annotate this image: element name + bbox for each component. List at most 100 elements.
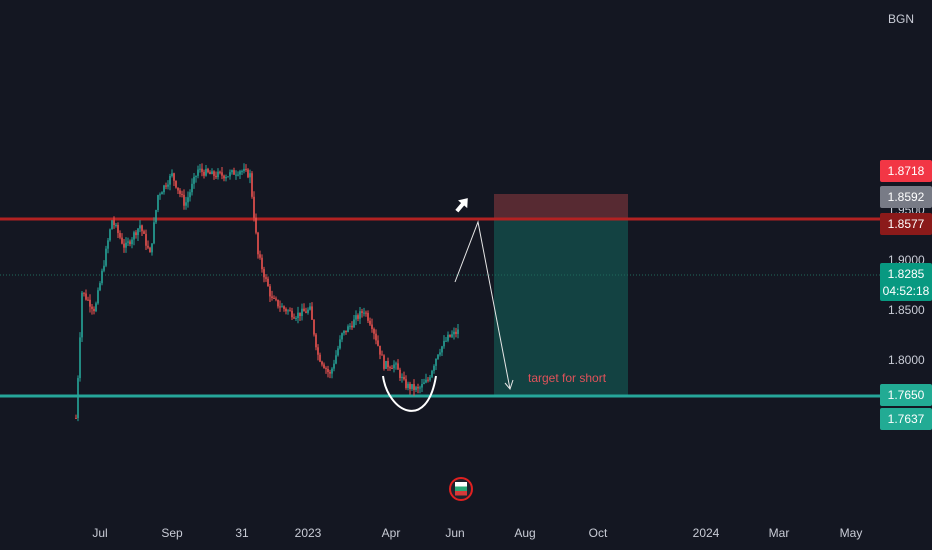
candle-body bbox=[259, 254, 261, 258]
candle-body bbox=[379, 345, 381, 355]
candle-body bbox=[449, 334, 451, 337]
candle-body bbox=[91, 306, 93, 309]
candle-body bbox=[249, 173, 251, 178]
candle-body bbox=[417, 387, 419, 389]
candle-body bbox=[157, 195, 159, 211]
price-tag-box bbox=[880, 186, 932, 208]
candle-body bbox=[351, 325, 353, 328]
candle-body bbox=[153, 222, 155, 244]
candle-body bbox=[257, 232, 259, 255]
arrow-up-icon[interactable] bbox=[452, 194, 472, 215]
time-axis[interactable]: Jul Sep 31 2023 Apr Jun Aug Oct 2024 Mar May bbox=[92, 526, 862, 540]
candle-body bbox=[451, 334, 453, 337]
candle-body bbox=[273, 297, 275, 299]
candle-body bbox=[231, 170, 233, 173]
price-tag-label: 1.7650 bbox=[888, 388, 925, 402]
candle-body bbox=[275, 298, 277, 300]
candle-body bbox=[263, 269, 265, 278]
candle-body bbox=[241, 171, 243, 173]
candle-body bbox=[135, 232, 137, 236]
candle-body bbox=[409, 383, 411, 389]
candle-body bbox=[151, 243, 153, 253]
candle-body bbox=[421, 383, 423, 388]
candle-body bbox=[143, 231, 145, 234]
candle-body bbox=[107, 240, 109, 249]
candle-body bbox=[385, 361, 387, 369]
candle-body bbox=[307, 309, 309, 313]
candle-body bbox=[203, 171, 205, 176]
x-tick-label: Oct bbox=[589, 526, 608, 540]
candle-body bbox=[363, 312, 365, 314]
candle-body bbox=[215, 175, 217, 178]
profit-target-zone[interactable] bbox=[494, 219, 628, 395]
candle-body bbox=[253, 196, 255, 218]
candle-body bbox=[161, 192, 163, 195]
x-tick-label: Jul bbox=[92, 526, 107, 540]
candle-body bbox=[177, 187, 179, 191]
price-tag-box bbox=[880, 160, 932, 182]
candle-body bbox=[297, 312, 299, 318]
candle-body bbox=[87, 299, 89, 301]
candle-body bbox=[335, 355, 337, 364]
candle-body bbox=[251, 173, 253, 197]
candle-body bbox=[391, 368, 393, 370]
candle-body bbox=[317, 347, 319, 355]
candle-body bbox=[267, 278, 269, 287]
projection-path[interactable] bbox=[454, 220, 511, 390]
candle-body bbox=[213, 171, 215, 176]
price-tag-label: 1.8592 bbox=[888, 190, 925, 204]
candle-body bbox=[225, 176, 227, 179]
candle-body bbox=[239, 171, 241, 175]
candle-body bbox=[167, 184, 169, 187]
candle-body bbox=[325, 368, 327, 370]
candle-body bbox=[295, 317, 297, 319]
candle-body bbox=[119, 232, 121, 238]
candle-body bbox=[217, 171, 219, 178]
candle-body bbox=[441, 346, 443, 353]
candle-body bbox=[387, 361, 389, 368]
stop-loss-zone[interactable] bbox=[494, 194, 628, 219]
price-tag-box bbox=[880, 384, 932, 406]
candle-body bbox=[163, 185, 165, 193]
candle-body bbox=[369, 320, 371, 325]
candle-body bbox=[345, 330, 347, 333]
candle-body bbox=[365, 312, 367, 314]
candle-body bbox=[155, 210, 157, 223]
candle-body bbox=[329, 371, 331, 374]
candle-body bbox=[219, 171, 221, 173]
candle-body bbox=[115, 224, 117, 226]
candle-body bbox=[411, 384, 413, 389]
rounded-bottom-curve[interactable] bbox=[382, 375, 437, 412]
currency-label: BGN bbox=[888, 12, 914, 26]
candle-body bbox=[197, 169, 199, 176]
candle-body bbox=[313, 319, 315, 335]
candle-body bbox=[123, 243, 125, 248]
candle-body bbox=[319, 354, 321, 362]
y-tick-label: 1.8000 bbox=[888, 353, 925, 367]
candle-body bbox=[323, 364, 325, 369]
candle-body bbox=[281, 306, 283, 308]
candle-body bbox=[75, 418, 77, 419]
candle-body bbox=[355, 315, 357, 320]
candle-body bbox=[287, 310, 289, 312]
price-tag-label: 1.8285 bbox=[888, 267, 925, 281]
candle-body bbox=[357, 315, 359, 319]
candle-body bbox=[447, 334, 449, 341]
flag-icon[interactable] bbox=[449, 477, 473, 501]
candle-body bbox=[349, 325, 351, 327]
price-tag-box bbox=[880, 408, 932, 430]
candle-body bbox=[229, 172, 231, 177]
candle-body bbox=[347, 326, 349, 333]
candle-body bbox=[311, 306, 313, 320]
price-tag-label: 1.7637 bbox=[888, 412, 925, 426]
candle-body bbox=[399, 369, 401, 378]
candle-body bbox=[207, 168, 209, 173]
candle-body bbox=[89, 299, 91, 307]
candle-body bbox=[301, 308, 303, 316]
candle-body bbox=[423, 382, 425, 384]
x-tick-label: 2024 bbox=[693, 526, 720, 540]
candle-body bbox=[99, 283, 101, 291]
candle-body bbox=[453, 331, 455, 335]
candle-body bbox=[443, 340, 445, 347]
